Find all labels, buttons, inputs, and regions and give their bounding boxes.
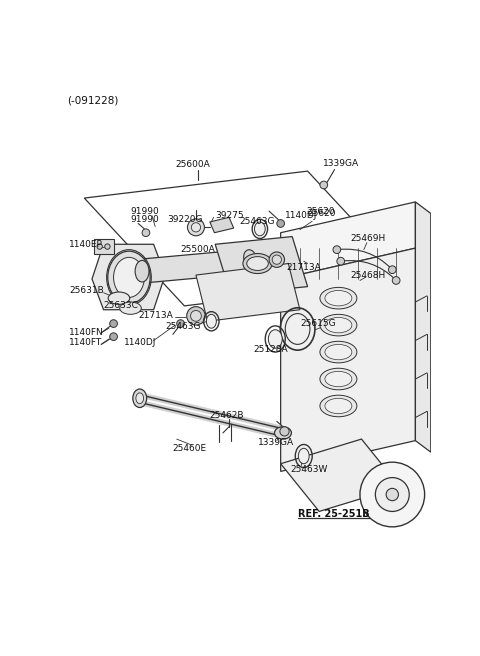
Text: 1140EP: 1140EP	[69, 240, 103, 249]
Circle shape	[188, 219, 204, 236]
Circle shape	[392, 277, 400, 284]
Polygon shape	[92, 244, 165, 310]
Circle shape	[110, 333, 118, 340]
Polygon shape	[196, 264, 300, 321]
Ellipse shape	[299, 448, 309, 464]
Polygon shape	[134, 248, 273, 283]
Ellipse shape	[320, 341, 357, 363]
Circle shape	[375, 478, 409, 512]
Text: 1339GA: 1339GA	[323, 159, 359, 168]
Ellipse shape	[244, 250, 256, 266]
Text: 25128A: 25128A	[254, 345, 288, 354]
Polygon shape	[415, 202, 431, 452]
Circle shape	[320, 181, 328, 189]
Text: 25615G: 25615G	[300, 319, 336, 328]
Polygon shape	[215, 237, 308, 295]
Circle shape	[110, 319, 118, 327]
Text: 25469H: 25469H	[350, 234, 385, 243]
Ellipse shape	[325, 371, 352, 387]
Circle shape	[187, 306, 205, 325]
Text: 1140FT: 1140FT	[69, 338, 102, 347]
Text: 91990: 91990	[131, 215, 159, 224]
Ellipse shape	[268, 330, 282, 348]
Circle shape	[388, 266, 396, 274]
Text: 25631B: 25631B	[69, 286, 104, 295]
Ellipse shape	[320, 395, 357, 417]
Circle shape	[97, 244, 102, 249]
Ellipse shape	[325, 318, 352, 333]
Circle shape	[269, 252, 285, 268]
Circle shape	[191, 310, 201, 321]
Ellipse shape	[254, 222, 265, 236]
Ellipse shape	[114, 257, 144, 297]
Polygon shape	[281, 202, 415, 279]
Circle shape	[272, 255, 281, 264]
Text: 91990: 91990	[131, 207, 159, 216]
Ellipse shape	[108, 292, 130, 304]
Circle shape	[360, 462, 425, 527]
Circle shape	[386, 488, 398, 501]
Circle shape	[192, 222, 201, 232]
Ellipse shape	[325, 344, 352, 359]
Circle shape	[142, 229, 150, 237]
Ellipse shape	[136, 393, 144, 403]
Ellipse shape	[320, 287, 357, 309]
Text: 21713A: 21713A	[138, 310, 173, 319]
Circle shape	[333, 246, 341, 253]
Ellipse shape	[133, 389, 147, 407]
Text: 25463G: 25463G	[165, 322, 201, 331]
Ellipse shape	[135, 260, 149, 282]
Polygon shape	[94, 239, 114, 255]
Text: 25463G: 25463G	[240, 216, 276, 226]
Text: 25463W: 25463W	[291, 465, 328, 474]
Text: 39220G: 39220G	[168, 215, 203, 224]
Polygon shape	[281, 248, 415, 472]
Ellipse shape	[325, 291, 352, 306]
Text: 1140FN: 1140FN	[69, 328, 104, 337]
Text: 25633C: 25633C	[104, 301, 138, 310]
Circle shape	[105, 244, 110, 249]
Circle shape	[337, 257, 345, 265]
Text: REF. 25-251B: REF. 25-251B	[299, 509, 370, 519]
Text: 1140DJ: 1140DJ	[285, 211, 317, 220]
Circle shape	[277, 220, 285, 228]
Ellipse shape	[275, 427, 291, 439]
Circle shape	[177, 319, 184, 327]
Text: 25620: 25620	[306, 207, 335, 216]
Ellipse shape	[243, 253, 272, 274]
Text: 25462B: 25462B	[209, 411, 243, 420]
Ellipse shape	[320, 368, 357, 390]
Ellipse shape	[325, 398, 352, 414]
Text: 25460E: 25460E	[173, 444, 207, 453]
Text: 25500A: 25500A	[180, 245, 216, 254]
Text: (-091228): (-091228)	[67, 96, 119, 106]
Text: 1140DJ: 1140DJ	[124, 338, 156, 346]
Ellipse shape	[120, 302, 141, 314]
Circle shape	[280, 427, 289, 436]
Text: 25468H: 25468H	[350, 270, 385, 279]
Polygon shape	[281, 439, 400, 512]
Ellipse shape	[206, 314, 216, 328]
Ellipse shape	[320, 314, 357, 336]
Text: 39275: 39275	[215, 211, 244, 220]
Polygon shape	[210, 217, 234, 233]
Ellipse shape	[285, 314, 310, 344]
Ellipse shape	[108, 251, 150, 304]
Text: 25600A: 25600A	[175, 161, 210, 169]
Ellipse shape	[247, 256, 268, 270]
Text: 25620: 25620	[308, 209, 336, 218]
Text: 21713A: 21713A	[286, 263, 321, 272]
Text: 1339GA: 1339GA	[258, 438, 294, 447]
